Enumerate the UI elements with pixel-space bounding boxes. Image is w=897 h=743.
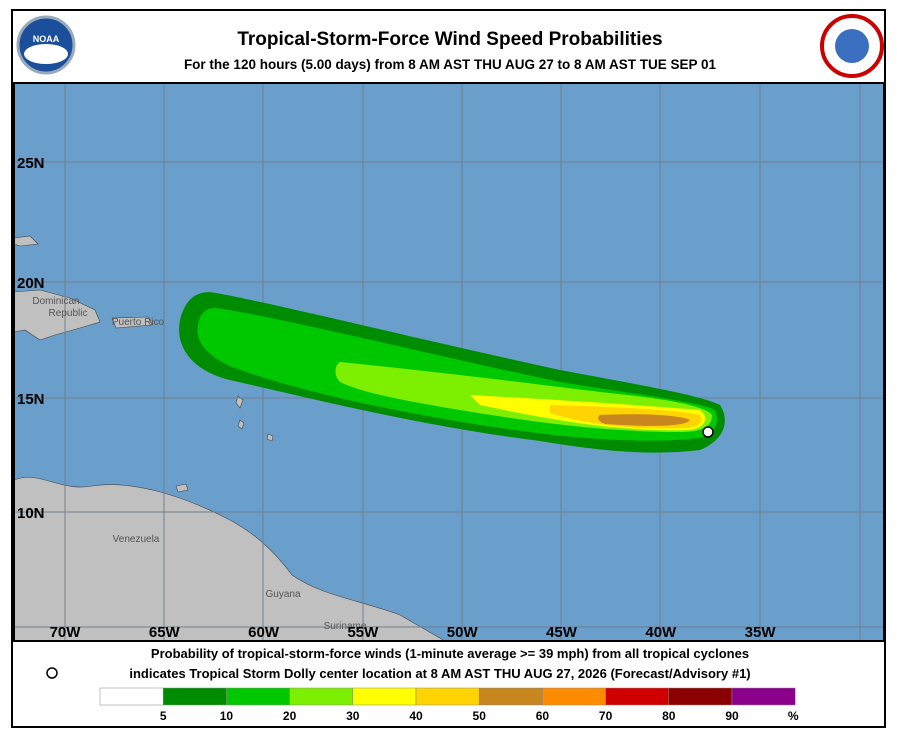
svg-text:NOAA: NOAA [33, 34, 60, 44]
colorbar-cell [415, 687, 480, 706]
subtitle: For the 120 hours (5.00 days) from 8 AM … [184, 57, 717, 72]
colorbar-unit: % [788, 709, 799, 723]
title: Tropical-Storm-Force Wind Speed Probabil… [237, 29, 662, 50]
place-label: Puerto Rico [112, 317, 165, 328]
legend-marker [46, 667, 58, 679]
land [14, 235, 446, 641]
lon-label: 40W [645, 624, 677, 641]
colorbar-cell [605, 687, 670, 706]
lat-label: 10N [17, 505, 45, 522]
map-border [13, 82, 885, 642]
lon-labels: 70W 65W 60W 55W 50W 45W 40W 35W [50, 624, 777, 641]
lon-label: 35W [745, 624, 777, 641]
colorbar-label: 40 [409, 709, 423, 723]
colorbar-label: 30 [346, 709, 360, 723]
lon-label: 70W [50, 624, 82, 641]
colorbar-label: 70 [599, 709, 613, 723]
lon-label: 60W [248, 624, 280, 641]
colorbar-label: 10 [220, 709, 234, 723]
colorbar-cell [731, 687, 796, 706]
lat-label: 15N [17, 391, 45, 408]
colorbar-label: 60 [536, 709, 550, 723]
noaa-logo: NOAA [16, 15, 76, 75]
lon-label: 45W [546, 624, 578, 641]
colorbar-label: 5 [160, 709, 167, 723]
lat-label: 20N [17, 275, 45, 292]
lat-label: 25N [17, 155, 45, 172]
nws-logo [820, 14, 884, 78]
lon-label: 50W [447, 624, 479, 641]
colorbar-label: 50 [473, 709, 487, 723]
colorbar-cell [226, 687, 290, 706]
footer-line: Probability of tropical-storm-force wind… [151, 646, 749, 661]
colorbar-cell [162, 687, 227, 706]
place-label: Republic [49, 308, 88, 319]
lat-labels: 25N 20N 15N 10N [17, 155, 45, 522]
storm-center [702, 426, 714, 438]
colorbar-cell [668, 687, 733, 706]
place-label: Suriname [324, 621, 367, 632]
lon-label: 65W [149, 624, 181, 641]
place-label: Venezuela [113, 534, 160, 545]
colorbar-cell [99, 687, 164, 706]
colorbar: 5 10 20 30 40 50 60 70 80 90% [99, 687, 799, 723]
place-label: Guyana [265, 589, 300, 600]
lon-label: 55W [347, 624, 379, 641]
colorbar-label: 90 [725, 709, 739, 723]
map: Dominican Republic Puerto Rico Venezuela… [14, 83, 884, 641]
colorbar-cell [542, 687, 606, 706]
colorbar-cell [352, 687, 417, 706]
footer-line: indicates Tropical Storm Dolly center lo… [129, 666, 750, 681]
colorbar-label: 80 [662, 709, 676, 723]
colorbar-cell [478, 687, 543, 706]
probability-swath [179, 292, 725, 453]
colorbar-cell [289, 687, 354, 706]
colorbar-label: 20 [283, 709, 297, 723]
place-label: Dominican [32, 296, 79, 307]
